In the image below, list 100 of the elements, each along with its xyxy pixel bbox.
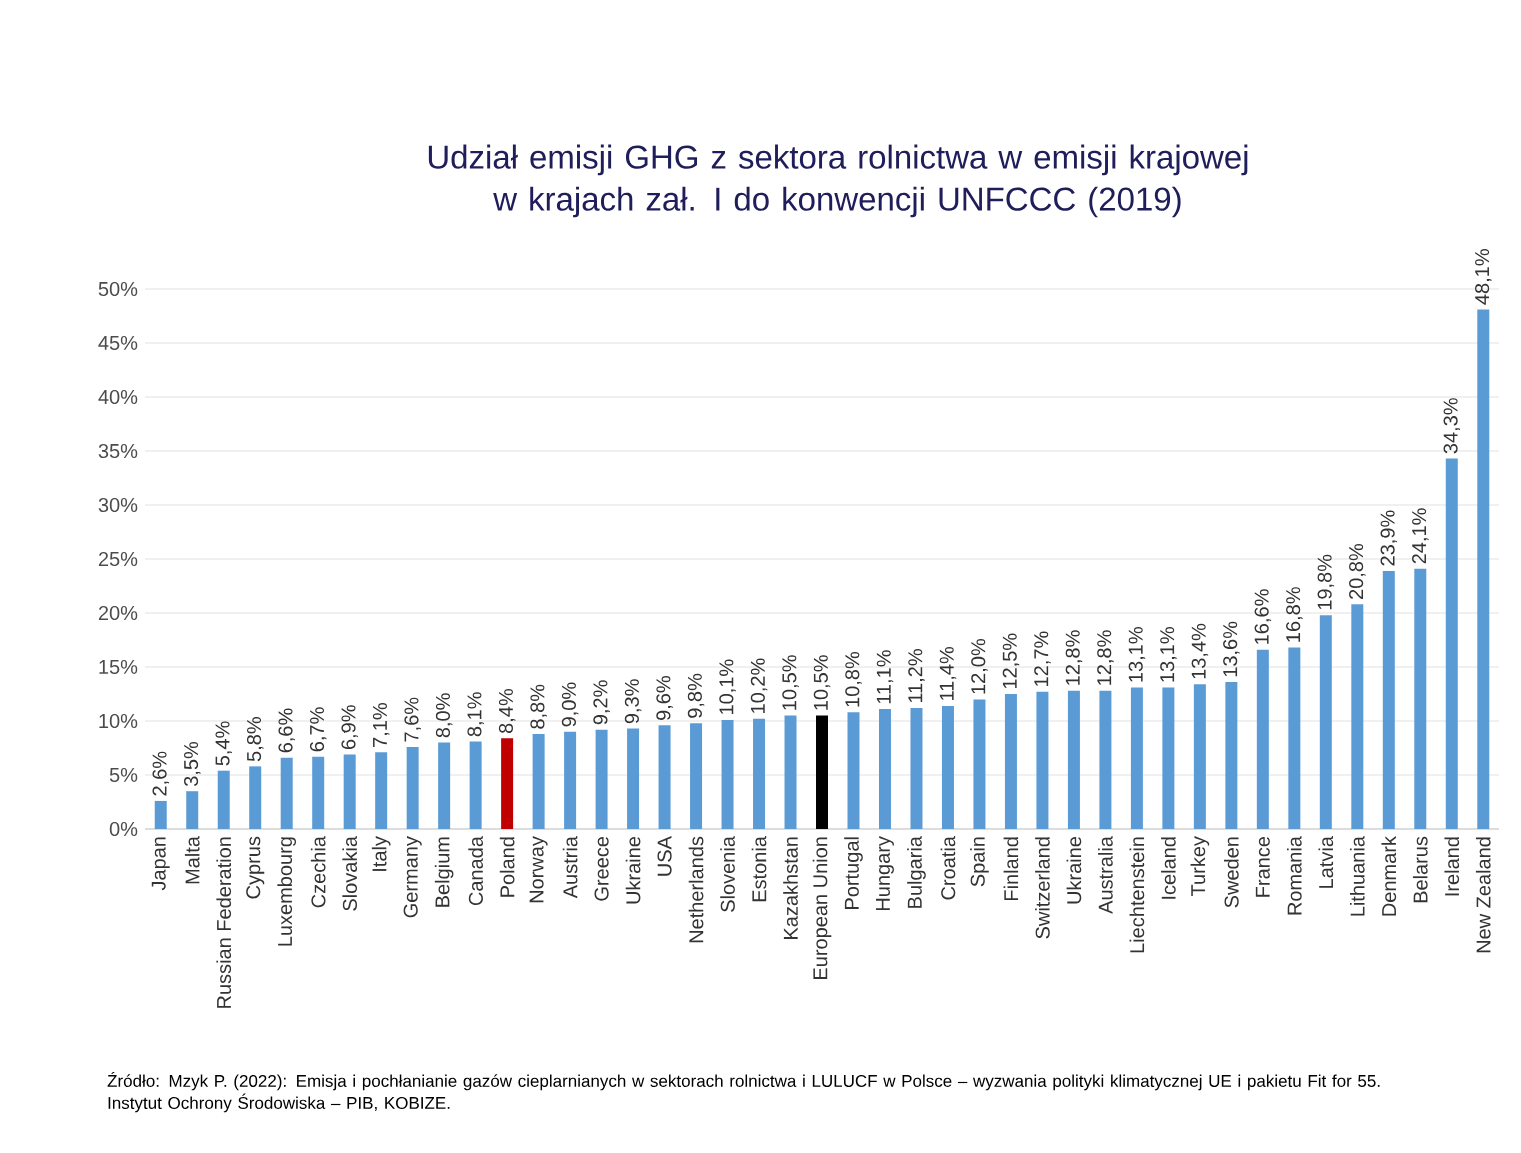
bar — [941, 705, 954, 829]
bar — [1225, 682, 1238, 829]
data-label: 8,0% — [435, 693, 453, 738]
bar — [154, 800, 167, 829]
x-tick-label: Greece — [594, 836, 609, 901]
bar — [438, 742, 451, 829]
x-tick-label: Slovakia — [342, 836, 358, 911]
data-label: 6,6% — [278, 708, 295, 753]
x-tick-label: Norway — [529, 836, 548, 903]
bar — [878, 709, 891, 829]
y-tick-label: 10% — [99, 713, 138, 729]
bar — [816, 715, 829, 829]
x-tick-label: Latvia — [1318, 836, 1334, 888]
y-tick-label: 0% — [109, 821, 138, 837]
x-tick-label: Cyprus — [246, 836, 265, 899]
x-tick-label: European Union — [812, 837, 832, 979]
data-label: 24,1% — [1412, 508, 1429, 564]
x-tick-label: Bulgaria — [907, 836, 926, 908]
bar — [1382, 570, 1395, 829]
bar — [1099, 690, 1112, 829]
x-tick-label: Ukraine — [1066, 836, 1082, 904]
bar — [375, 752, 388, 829]
data-label: 11,4% — [939, 646, 957, 700]
x-tick-label: Ireland — [1444, 837, 1460, 896]
y-tick-label: 45% — [98, 335, 138, 351]
bar — [627, 728, 640, 829]
bar — [658, 725, 671, 829]
x-tick-label: Slovenia — [720, 836, 735, 912]
bar — [1067, 690, 1080, 829]
data-label: 12,8% — [1065, 630, 1083, 685]
data-label: 13,4% — [1191, 623, 1209, 679]
bar — [1477, 309, 1490, 829]
data-label: 9,2% — [593, 680, 610, 725]
bar — [690, 723, 703, 829]
bar — [1004, 694, 1017, 829]
bar — [217, 770, 230, 829]
x-tick-label: Italy — [371, 836, 391, 871]
bar — [532, 733, 545, 829]
x-tick-label: Belgium — [434, 837, 454, 907]
x-tick-label: Netherlands — [688, 836, 704, 943]
x-tick-label: Hungary — [876, 836, 894, 911]
bar — [784, 715, 797, 829]
x-tick-label: Australia — [1098, 836, 1113, 914]
x-tick-label: Turkey — [1190, 836, 1210, 897]
y-tick-label: 25% — [98, 551, 138, 567]
text: Źródło: Mzyk P. (2022): Emisja i pochłanianie gazów cieplarnianych w sektorach rolnictwa i LULUCF w Polsce – wyzwania polityki klimatycznej UE i pakietu Fit for 55. Instytut Ochrony Środowiska – PIB, KOBIZE. — [107, 1072, 1380, 1113]
data-label: 8,4% — [498, 688, 516, 733]
data-label: 20,8% — [1349, 543, 1366, 599]
data-label: 34,3% — [1443, 398, 1461, 454]
y-tick-label: 5% — [109, 767, 138, 783]
x-tick-label: Sweden — [1224, 837, 1239, 908]
bar — [1130, 687, 1143, 829]
y-tick-label: 50% — [98, 281, 138, 297]
bar — [1162, 687, 1175, 829]
chart-title: Udział emisji GHG z sektora rolnictwa w emisji krajowej w krajach zał. I do konwencji UNFCCC (2019) — [428, 144, 1248, 218]
data-label: 12,0% — [971, 638, 988, 694]
bar — [595, 729, 608, 829]
bar — [1288, 647, 1301, 829]
data-label: 19,8% — [1317, 554, 1335, 610]
data-label: 23,9% — [1380, 510, 1398, 566]
data-label: 2,6% — [152, 751, 170, 796]
data-label: 16,8% — [1286, 587, 1303, 642]
bar — [469, 741, 482, 829]
x-tick-label: USA — [657, 836, 672, 876]
data-label: 6,7% — [309, 707, 327, 752]
bar — [910, 708, 923, 829]
x-tick-label: Spain — [970, 837, 989, 887]
data-label: 16,6% — [1254, 589, 1272, 644]
data-label: 5,4% — [215, 721, 232, 766]
bar — [1351, 604, 1364, 829]
x-tick-label: Canada — [468, 836, 483, 906]
data-label: 13,1% — [1160, 627, 1177, 682]
x-tick-label: Luxembourg — [277, 837, 297, 946]
data-label: 11,2% — [908, 649, 925, 703]
data-label: 3,5% — [183, 741, 201, 787]
data-label: 48,1% — [1475, 249, 1492, 305]
y-tick-label: 35% — [98, 443, 138, 459]
data-label: 6,9% — [341, 705, 358, 750]
x-tick-label: Switzerland — [1035, 837, 1050, 939]
y-tick-label: 20% — [98, 605, 138, 621]
x-tick-label: Romania — [1286, 836, 1302, 915]
x-tick-label: Finland — [1003, 837, 1019, 901]
data-label: 5,8% — [246, 717, 264, 762]
x-tick-label: Kazakhstan — [783, 837, 798, 939]
x-tick-label: Ukraine — [625, 836, 641, 904]
data-label: 10,5% — [813, 655, 831, 710]
data-label: 9,6% — [656, 676, 673, 720]
data-label: 8,8% — [530, 684, 547, 729]
x-tick-label: New Zealand — [1475, 837, 1491, 953]
y-tick-label: 40% — [98, 389, 138, 405]
data-label: 7,6% — [404, 697, 421, 742]
y-tick-label: 30% — [98, 497, 138, 513]
data-label: 11,1% — [876, 650, 894, 704]
data-label: 10,1% — [719, 659, 736, 714]
bar — [1256, 649, 1269, 829]
x-tick-label: Belarus — [1412, 836, 1428, 903]
data-label: 13,1% — [1128, 627, 1146, 682]
x-tick-label: France — [1255, 836, 1270, 897]
bar — [186, 791, 199, 829]
x-tick-label: Austria — [562, 836, 578, 899]
